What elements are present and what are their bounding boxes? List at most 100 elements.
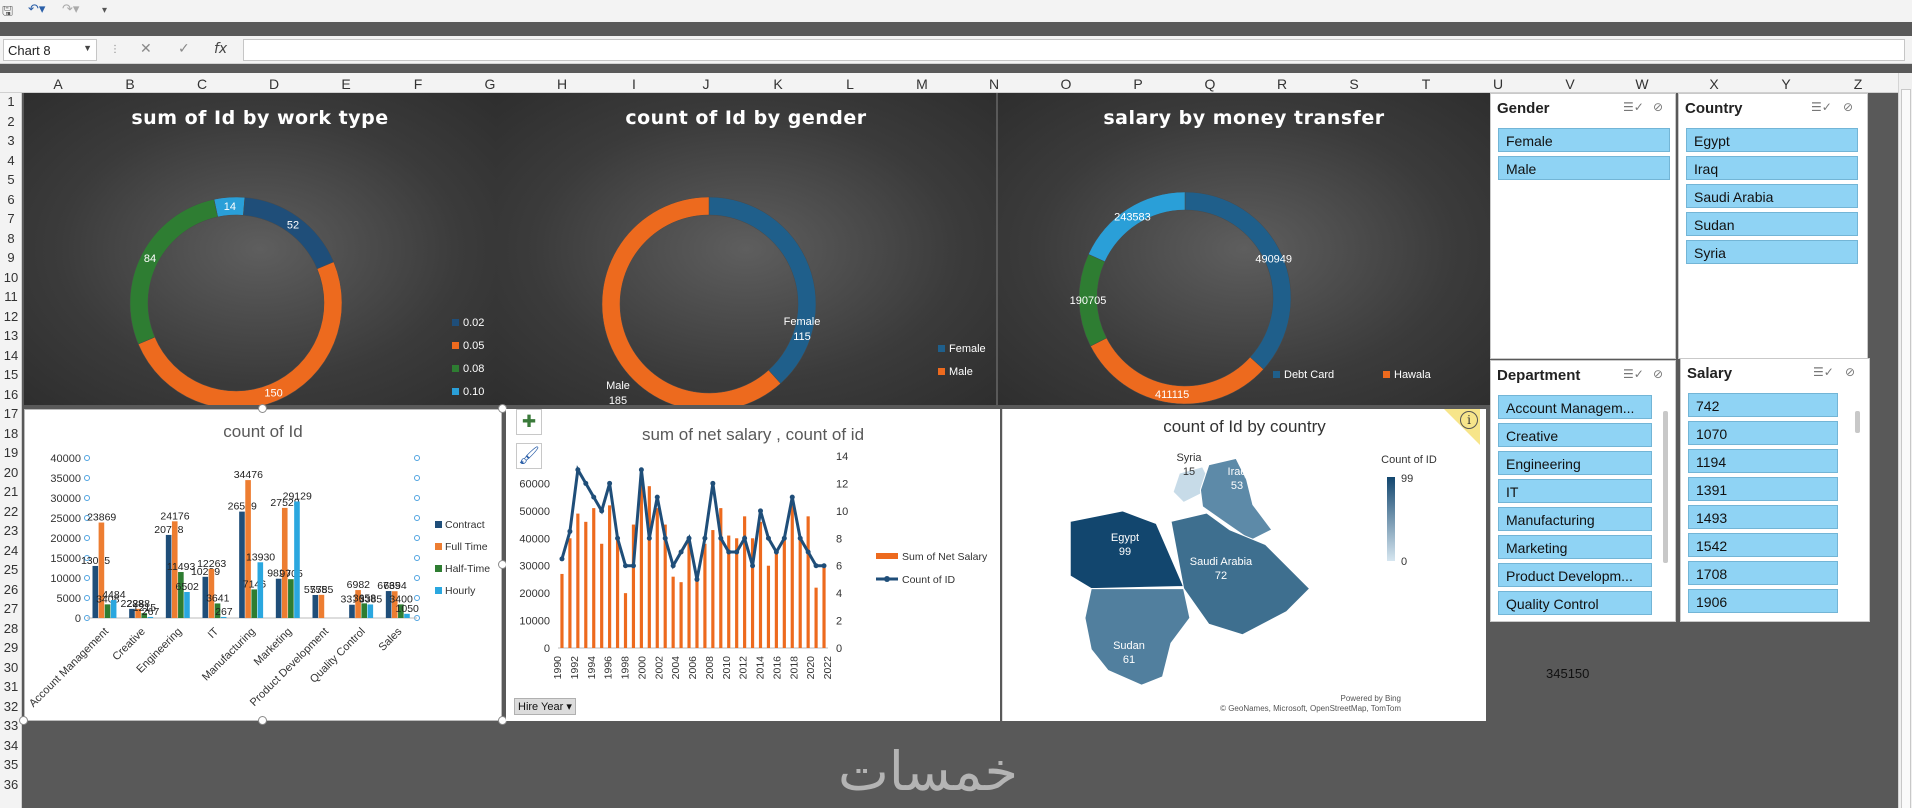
bar[interactable] <box>398 604 404 618</box>
name-box[interactable]: Chart 8 ▼ <box>3 39 97 61</box>
bar[interactable] <box>623 593 628 648</box>
line-point[interactable] <box>758 508 763 514</box>
line-point[interactable] <box>607 480 613 486</box>
row-header-36[interactable]: 36 <box>3 776 19 792</box>
line-point[interactable] <box>710 480 716 486</box>
bar[interactable] <box>281 507 288 618</box>
slicer-item[interactable]: Product Developm... <box>1498 563 1652 587</box>
column-header-Y[interactable]: Y <box>1781 76 1791 92</box>
bar[interactable] <box>361 603 367 618</box>
row-header-12[interactable]: 12 <box>3 308 19 324</box>
work-type-chart[interactable]: sum of Id by work type 14 52 150 84 0.02 0.0… <box>24 93 496 405</box>
undo-icon[interactable]: ↶▾ <box>28 2 46 17</box>
donut-slice[interactable] <box>1088 191 1186 263</box>
column-header-K[interactable]: K <box>773 76 783 92</box>
row-header-23[interactable]: 23 <box>3 523 19 538</box>
bar[interactable] <box>184 591 190 618</box>
resize-handle[interactable] <box>258 404 267 413</box>
row-header-15[interactable]: 15 <box>3 367 19 382</box>
bar[interactable] <box>703 543 707 648</box>
bar[interactable] <box>679 582 683 648</box>
column-header-U[interactable]: U <box>1492 76 1504 92</box>
row-header-16[interactable]: 16 <box>3 386 19 402</box>
column-header-A[interactable]: A <box>53 76 63 92</box>
slicer-item[interactable]: Syria <box>1686 240 1858 264</box>
info-icon[interactable]: i <box>1460 411 1478 429</box>
bar[interactable] <box>404 613 410 618</box>
column-header-G[interactable]: G <box>484 76 496 92</box>
slicer-item[interactable]: 1906 <box>1688 589 1838 613</box>
enter-icon[interactable]: ✓ <box>178 41 190 57</box>
slicer-item[interactable]: Marketing <box>1498 535 1652 559</box>
money-transfer-chart[interactable]: salary by money transfer 490949 411115 190… <box>998 93 1490 405</box>
bar[interactable] <box>743 516 747 648</box>
column-header-H[interactable]: H <box>556 76 568 92</box>
row-header-26[interactable]: 26 <box>3 581 19 597</box>
bar[interactable] <box>822 565 826 648</box>
column-header-Q[interactable]: Q <box>1204 76 1216 92</box>
bar[interactable] <box>711 530 715 648</box>
row-header-22[interactable]: 22 <box>3 503 19 519</box>
chevron-down-icon[interactable]: ▼ <box>83 43 92 53</box>
column-header-S[interactable]: S <box>1349 76 1359 92</box>
bar[interactable] <box>782 538 786 648</box>
column-header-R[interactable]: R <box>1276 76 1288 92</box>
slicer-item[interactable]: Egypt <box>1686 128 1858 152</box>
bar[interactable] <box>663 524 667 648</box>
line-point[interactable] <box>718 535 724 541</box>
bar[interactable] <box>735 538 739 648</box>
column-header-M[interactable]: M <box>916 76 928 92</box>
bar[interactable] <box>647 486 651 648</box>
chart-elements-button[interactable]: ✚ <box>516 409 542 435</box>
slicer-item[interactable]: IT <box>1498 479 1652 503</box>
slicer-scrollbar[interactable] <box>1663 411 1668 563</box>
column-header-L[interactable]: L <box>846 76 854 92</box>
bar[interactable] <box>220 616 227 618</box>
formula-input[interactable] <box>243 39 1905 61</box>
chart-styles-button[interactable]: 🖌 <box>516 443 542 469</box>
row-header-8[interactable]: 8 <box>7 230 15 246</box>
row-header-31[interactable]: 31 <box>3 679 19 694</box>
column-header-J[interactable]: J <box>702 76 710 92</box>
bar[interactable] <box>275 578 282 618</box>
row-header-6[interactable]: 6 <box>7 191 15 207</box>
row-header-29[interactable]: 29 <box>3 640 19 655</box>
bar[interactable] <box>92 565 99 618</box>
bar[interactable] <box>790 505 794 648</box>
bar[interactable] <box>608 505 612 648</box>
bar[interactable] <box>171 521 178 618</box>
country-map-chart[interactable]: count of Id by country Syria 15 Iraq 53 Egyp… <box>1002 409 1486 721</box>
bar[interactable] <box>774 552 778 648</box>
donut-slice[interactable] <box>243 197 335 270</box>
column-header-Z[interactable]: Z <box>1853 76 1863 92</box>
multi-select-icon[interactable]: ☰✓ <box>1811 100 1832 114</box>
row-header-2[interactable]: 2 <box>7 113 15 129</box>
line-point[interactable] <box>726 549 732 555</box>
slicer-item[interactable]: 1493 <box>1688 505 1838 529</box>
line-point[interactable] <box>623 563 628 569</box>
line-point[interactable] <box>630 563 636 569</box>
bar[interactable] <box>141 613 147 618</box>
bar[interactable] <box>239 511 245 618</box>
bar[interactable] <box>110 600 117 618</box>
row-header-32[interactable]: 32 <box>3 698 19 714</box>
slicer-item[interactable]: Saudi Arabia <box>1686 184 1858 208</box>
bar[interactable] <box>687 538 691 648</box>
column-header-W[interactable]: W <box>1635 76 1649 92</box>
row-header-24[interactable]: 24 <box>3 542 19 558</box>
slicer-item[interactable]: Creative <box>1498 423 1652 447</box>
column-header-C[interactable]: C <box>196 76 208 92</box>
bar[interactable] <box>318 594 325 618</box>
slicer-scrollbar[interactable] <box>1855 411 1860 433</box>
line-point[interactable] <box>694 576 700 582</box>
slicer-item[interactable]: 1708 <box>1688 561 1838 585</box>
line-point[interactable] <box>702 535 708 541</box>
column-header-P[interactable]: P <box>1133 76 1143 92</box>
bar[interactable] <box>719 508 723 648</box>
row-header-7[interactable]: 7 <box>7 211 15 226</box>
bar[interactable] <box>695 573 699 648</box>
bar[interactable] <box>245 480 251 618</box>
bar[interactable] <box>576 513 580 648</box>
clear-filter-icon[interactable]: ⊘ <box>1653 100 1664 114</box>
row-header-34[interactable]: 34 <box>3 737 19 753</box>
